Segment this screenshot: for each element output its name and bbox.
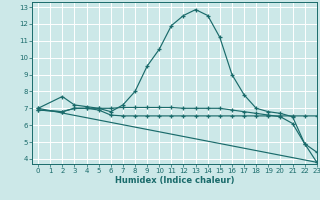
X-axis label: Humidex (Indice chaleur): Humidex (Indice chaleur) bbox=[115, 176, 234, 185]
